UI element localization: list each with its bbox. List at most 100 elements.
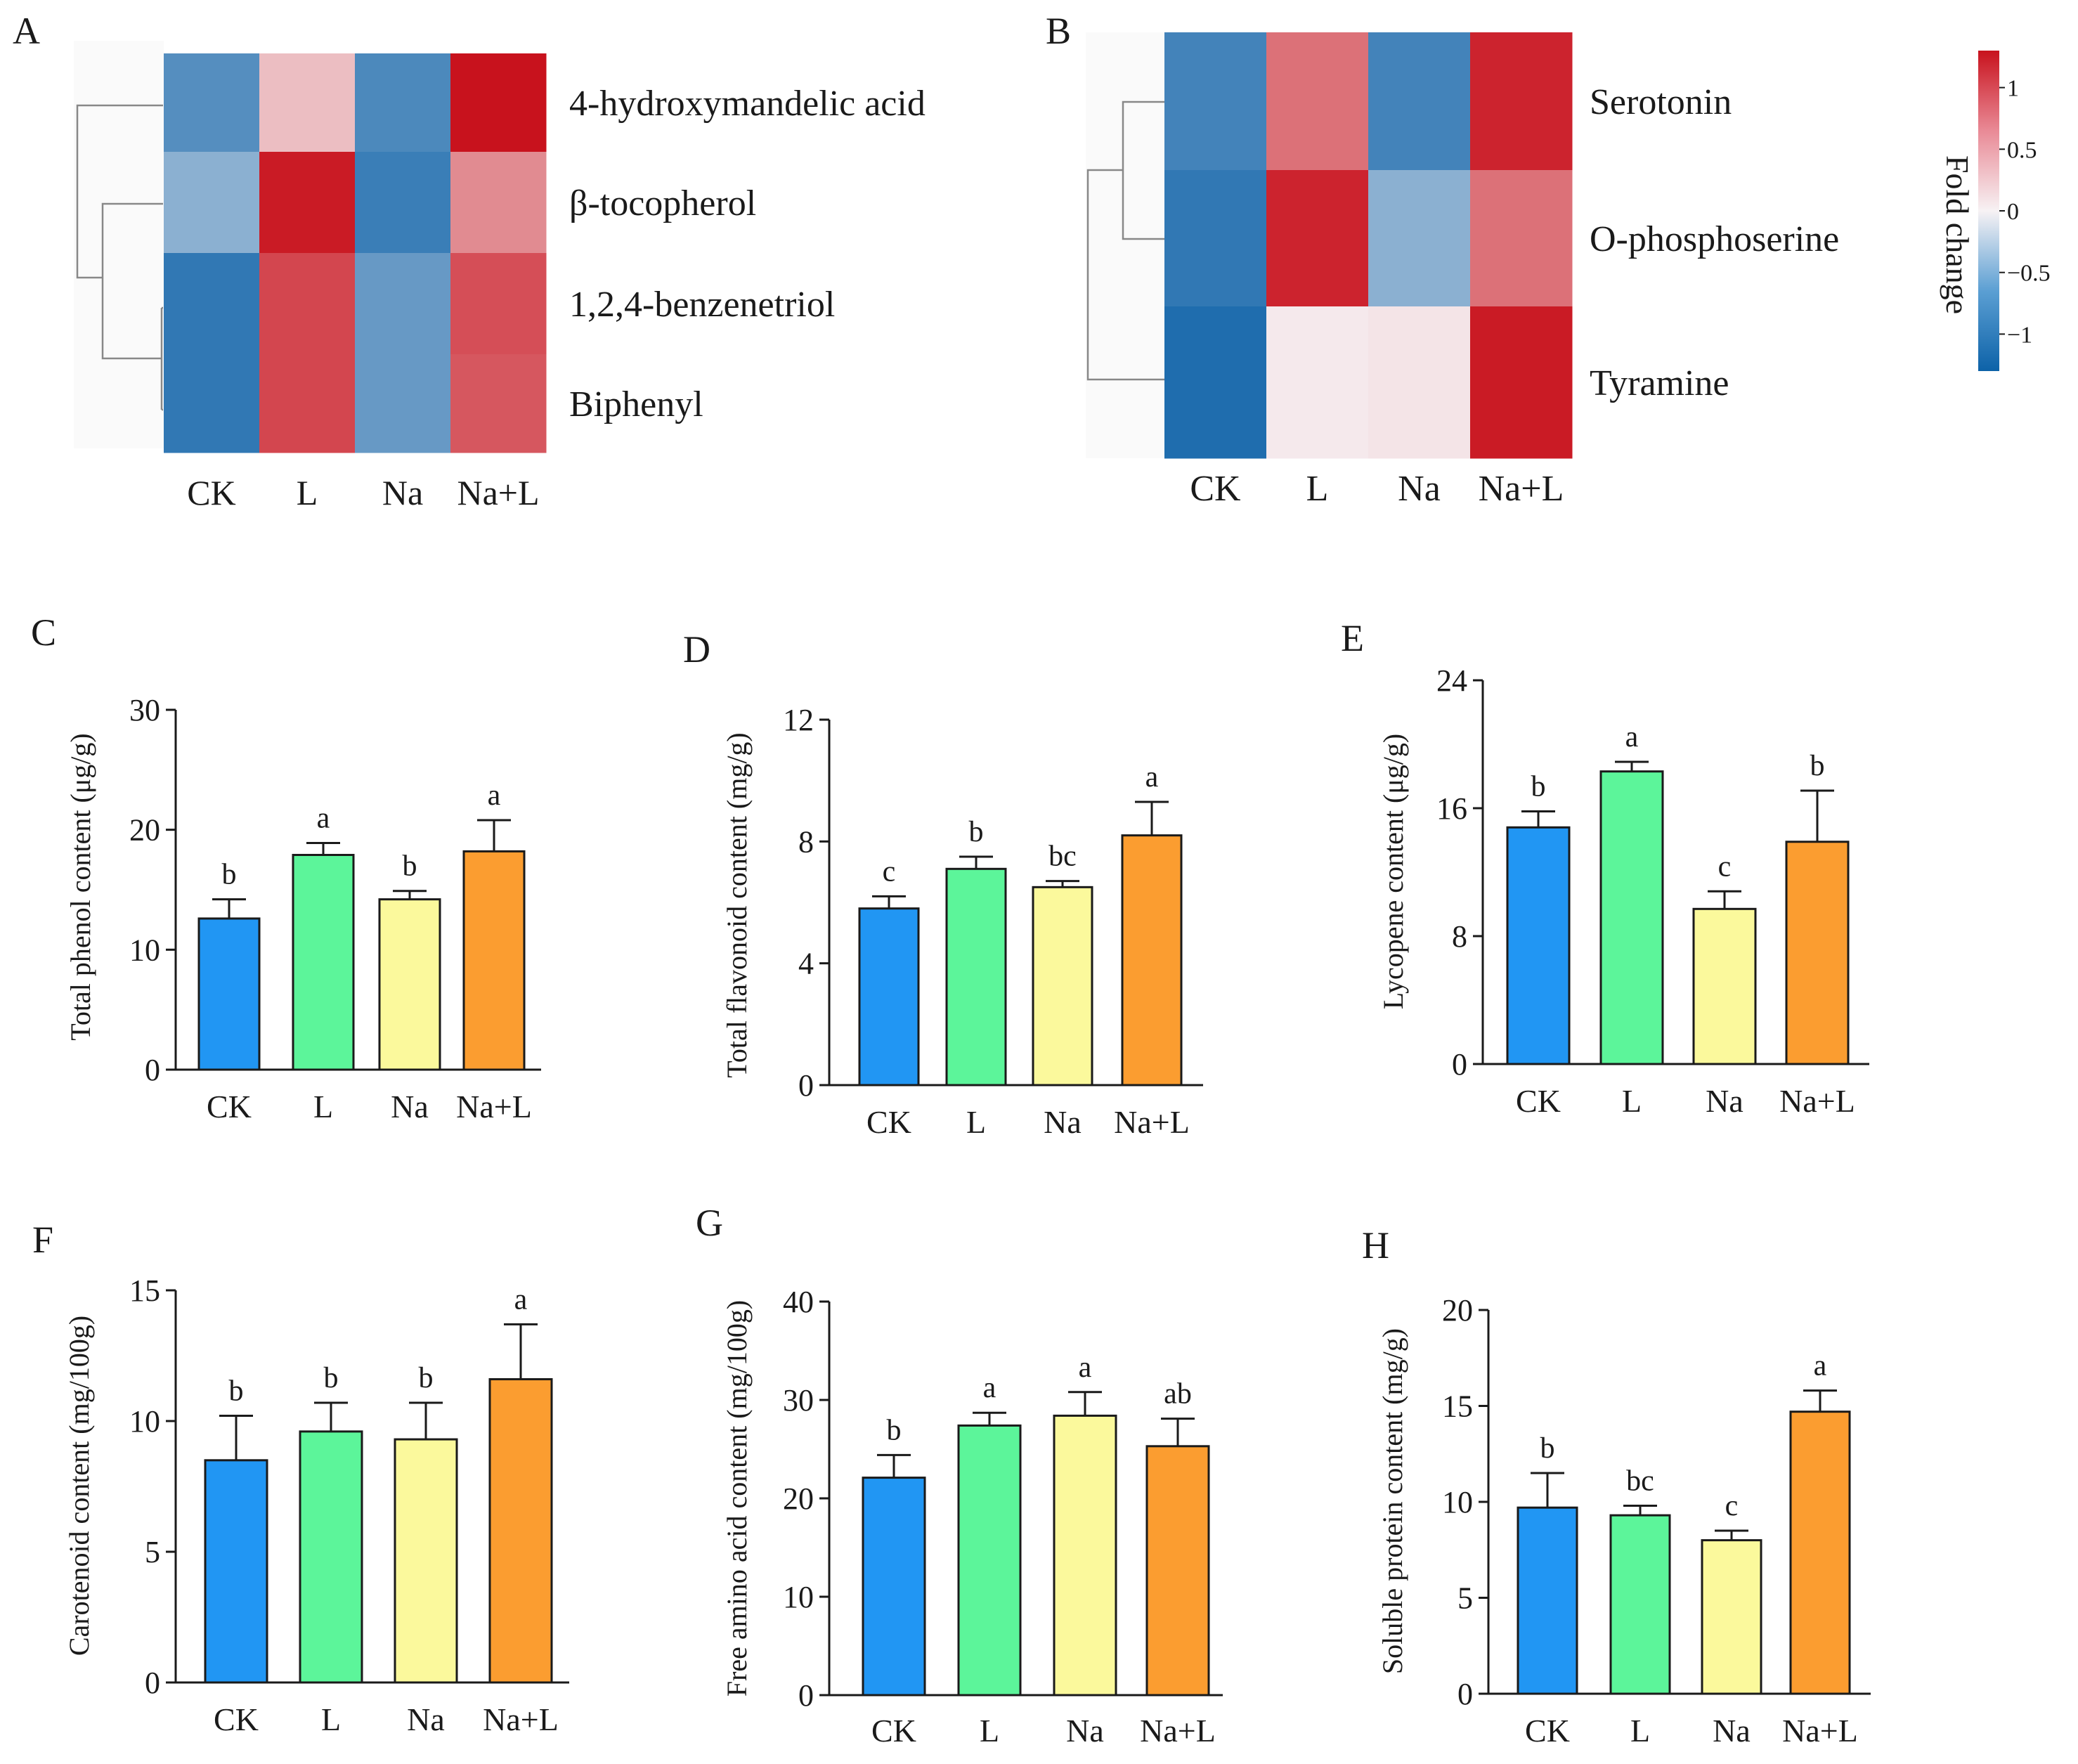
bar-chart-g-significance-letter: ab <box>1164 1378 1192 1410</box>
colorbar-gradient <box>1978 51 1999 371</box>
bar-chart-f-bar-l <box>299 1430 363 1684</box>
bar-chart-e-y-tick-label: 0 <box>1452 1047 1467 1082</box>
bar-chart-e-bar-ck <box>1506 826 1571 1065</box>
bar-chart-g-y-label: Free amino acid content (mg/100g) <box>721 1300 753 1697</box>
heatmap-b-cell-o-phosphoserine-na <box>1368 170 1471 307</box>
bar-chart-d-x-tick-label: Na <box>1044 1104 1082 1140</box>
bar-chart-e-bar-na <box>1692 907 1757 1065</box>
bar-chart-h-bar-na <box>1701 1539 1762 1695</box>
panel-label-a: A <box>13 10 40 52</box>
bar-chart-g-y-tick-label: 20 <box>783 1481 814 1516</box>
bar-chart-g-significance-letter: b <box>887 1414 902 1446</box>
bar-chart-h-significance-letter: b <box>1540 1432 1555 1465</box>
heatmap-a-cell-biphenyl-l <box>259 354 356 453</box>
bar-chart-d-y-tick-label: 4 <box>798 947 814 981</box>
bar-chart-e-y-label: Lycopene content (μg/g) <box>1377 734 1409 1009</box>
bar-chart-d: 0 4 8 12 Total flavonoid content (mg/g) c CK b L… <box>721 703 1203 1140</box>
bar-chart-h-significance-letter: bc <box>1626 1465 1654 1497</box>
heatmap-b-col-label: Na+L <box>1479 469 1564 509</box>
bar-chart-d-y-label: Total flavonoid content (mg/g) <box>721 732 753 1078</box>
bar-chart-f-y-tick-label: 5 <box>145 1535 160 1569</box>
heatmap-a: 4-hydroxymandelic acid β-tocopherol 1,2,4-… <box>74 41 926 512</box>
bar-chart-d-bar-ck <box>858 907 920 1087</box>
heatmap-a-row-label: 4-hydroxymandelic acid <box>569 84 926 124</box>
heatmap-a-row-label: Biphenyl <box>569 384 703 424</box>
heatmap-b-col-label: L <box>1306 469 1329 509</box>
heatmap-a-row-label: β-tocopherol <box>569 183 756 223</box>
bar-chart-e-y-tick-label: 16 <box>1436 791 1467 826</box>
bar-chart-h-significance-letter: c <box>1725 1490 1739 1522</box>
heatmap-b-col-label: CK <box>1190 469 1241 509</box>
heatmap-b-cell-tyramine-na-plus-l <box>1470 306 1573 459</box>
bar-chart-h-x-tick-label: CK <box>1525 1713 1570 1749</box>
bar-chart-c-x-tick-label: Na+L <box>456 1089 532 1124</box>
bar-chart-f-y-label: Carotenoid content (mg/100g) <box>63 1316 95 1656</box>
bar-chart-f-x-tick-label: L <box>321 1701 341 1737</box>
heatmap-b-dendrogram <box>1086 100 1164 381</box>
bar-chart-c-y-tick-label: 0 <box>145 1053 160 1087</box>
panel-label-g: G <box>696 1202 723 1244</box>
bar-chart-d-x-tick-label: Na+L <box>1114 1104 1190 1140</box>
bar-chart-g-bar-ck <box>862 1477 926 1697</box>
heatmap-b-cell-o-phosphoserine-ck <box>1164 170 1267 307</box>
panel-label-e: E <box>1341 617 1364 659</box>
bar-chart-f-significance-letter: a <box>514 1283 528 1316</box>
bar-chart-d-y-tick-label: 8 <box>798 824 814 859</box>
bar-chart-g-bar-na <box>1053 1414 1117 1697</box>
bar-chart-g-y-tick-label: 40 <box>783 1285 814 1319</box>
bar-chart-c-x-tick-label: CK <box>207 1089 252 1124</box>
heatmap-a-col-label: Na+L <box>457 473 539 512</box>
bar-chart-h-y-tick-label: 15 <box>1442 1389 1473 1424</box>
bar-chart-f: 0 5 10 15 Carotenoid content (mg/100g) b CK b Lb… <box>63 1273 569 1737</box>
heatmap-a-cell-1-2-4-benzenetriol-ck <box>164 253 260 355</box>
colorbar-tick-label: 0.5 <box>2007 137 2037 163</box>
bar-chart-g-x-tick-label: L <box>980 1713 999 1749</box>
heatmap-b-cell-tyramine-l <box>1266 306 1369 459</box>
bar-chart-e-significance-letter: b <box>1810 750 1825 782</box>
heatmap-a-cell-tocopherol-na <box>355 152 451 254</box>
bar-chart-c-bar-l <box>292 854 355 1071</box>
heatmap-a-cell-biphenyl-ck <box>164 354 260 453</box>
bar-chart-d-bar-l <box>945 867 1007 1087</box>
heatmap-b-cell-serotonin-l <box>1266 32 1369 171</box>
bar-chart-d-significance-letter: a <box>1145 761 1159 793</box>
bar-chart-d-x-tick-label: L <box>966 1104 986 1140</box>
heatmap-a-cell-tocopherol-na-plus-l <box>450 152 547 254</box>
bar-chart-f-bar-na <box>394 1438 458 1684</box>
bar-chart-c-bar-ck <box>197 917 261 1071</box>
bar-chart-e-x-tick-label: Na+L <box>1779 1083 1855 1119</box>
panel-label-b: B <box>1046 10 1071 52</box>
bar-chart-g-x-tick-label: Na <box>1066 1713 1104 1749</box>
bar-chart-e-x-tick-label: L <box>1622 1083 1642 1119</box>
bar-chart-d-y-tick-label: 0 <box>798 1068 814 1103</box>
bar-chart-g-bar-l <box>957 1424 1022 1697</box>
bar-chart-h-y-tick-label: 5 <box>1457 1581 1473 1616</box>
bar-chart-f-y-tick-label: 10 <box>129 1404 160 1439</box>
heatmap-b-cell-tyramine-ck <box>1164 306 1267 459</box>
bar-chart-g-x-tick-label: CK <box>871 1713 916 1749</box>
bar-chart-h-bar-ck <box>1517 1506 1578 1695</box>
bar-chart-h-y-tick-label: 10 <box>1442 1485 1473 1519</box>
heatmap-b-dendrogram-bg <box>1086 32 1167 458</box>
bar-chart-c-significance-letter: a <box>317 802 330 834</box>
colorbar-tick-label: −1 <box>2007 322 2032 348</box>
heatmap-a-cell-4-hydroxymandelic-acid-na-plus-l <box>450 53 547 153</box>
heatmap-a-col-label: CK <box>187 473 235 512</box>
colorbar-tick-label: 0 <box>2007 199 2019 225</box>
bar-chart-f-significance-letter: b <box>419 1362 434 1394</box>
bar-chart-e-x-tick-label: CK <box>1516 1083 1561 1119</box>
bar-chart-c-bar-na <box>378 898 441 1071</box>
bar-chart-e-significance-letter: a <box>1625 721 1639 753</box>
bar-chart-d-significance-letter: b <box>969 816 984 848</box>
bar-chart-g-x-tick-label: Na+L <box>1140 1713 1216 1749</box>
bar-chart-c-y-label: Total phenol content (μg/g) <box>65 733 96 1040</box>
heatmap-b-row-label: Tyramine <box>1590 363 1729 403</box>
heatmap-a-cell-4-hydroxymandelic-acid-l <box>259 53 356 153</box>
heatmap-a-cell-1-2-4-benzenetriol-l <box>259 253 356 355</box>
heatmap-b-cell-serotonin-na-plus-l <box>1470 32 1573 171</box>
bar-chart-c-x-tick-label: L <box>313 1089 333 1124</box>
bar-chart-f-y-tick-label: 15 <box>129 1273 160 1308</box>
bar-chart-h-significance-letter: a <box>1814 1350 1827 1382</box>
heatmap-a-col-label: Na <box>382 473 423 512</box>
colorbar-label: Fold change <box>1940 155 1975 314</box>
